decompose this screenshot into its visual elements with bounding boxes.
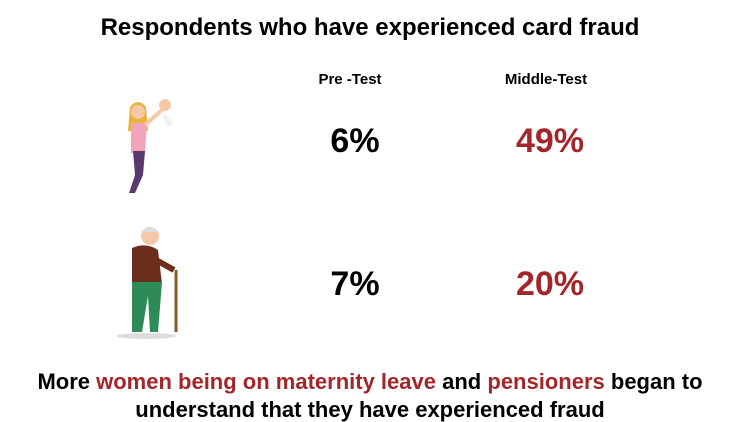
woman-illustration (128, 99, 174, 193)
column-header: Middle-Test (504, 71, 588, 88)
highlight-text: women being on maternity leave (96, 369, 436, 394)
pensioner-illustration (116, 227, 178, 339)
column-header: Pre -Test (318, 71, 382, 88)
title: Respondents who have experienced card fr… (100, 14, 640, 41)
footer-text: More women being on maternity leave and … (0, 368, 740, 422)
footer-segment: More (37, 369, 90, 394)
footer-segment: began to understand that they have exper… (135, 369, 703, 422)
percentage: 49% (515, 122, 585, 160)
percentage: 6% (330, 122, 380, 160)
percentage: 20% (515, 265, 585, 303)
highlight-text: pensioners (487, 369, 605, 394)
percentage: 7% (330, 265, 380, 303)
footer-segment: and (442, 369, 482, 394)
